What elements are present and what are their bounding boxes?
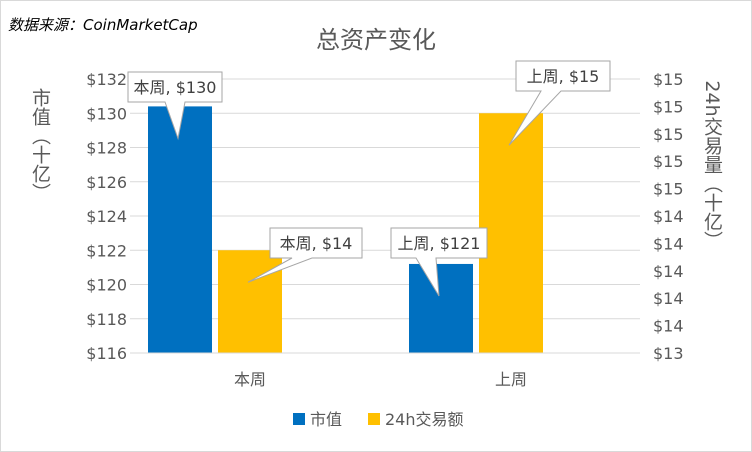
bar-volume	[218, 250, 282, 353]
left-tick-label: $126	[86, 173, 127, 192]
right-tick-label: $14	[653, 234, 684, 253]
left-tick-label: $132	[86, 70, 127, 89]
left-tick-label: $120	[86, 276, 127, 295]
source-note: 数据来源：CoinMarketCap	[8, 16, 198, 34]
right-tick-label: $13	[653, 344, 684, 363]
left-tick-label: $118	[86, 310, 127, 329]
data-callout	[127, 71, 223, 141]
left-tick-label: $124	[86, 207, 127, 226]
bar-volume	[479, 113, 543, 353]
right-tick-label: $15	[653, 125, 684, 144]
legend-swatch	[293, 413, 305, 425]
data-callout	[390, 227, 488, 297]
left-tick-label: $130	[86, 104, 127, 123]
category-label: 本周	[234, 370, 266, 389]
bar-market-cap	[409, 263, 473, 353]
data-callout	[508, 60, 611, 146]
data-label: 本周, $14	[280, 234, 353, 253]
right-tick-label: $15	[653, 180, 684, 199]
left-tick-label: $128	[86, 139, 127, 158]
legend-swatch	[368, 413, 380, 425]
data-callout	[247, 227, 363, 283]
bar-market-cap	[148, 106, 212, 354]
right-axis-title: 24h交易量（十亿）	[701, 80, 723, 249]
left-axis-title: 市值（十亿）	[29, 88, 51, 202]
chart-title: 总资产变化	[316, 26, 436, 54]
right-tick-label: $15	[653, 97, 684, 116]
legend-label: 24h交易额	[385, 410, 464, 429]
right-tick-label: $14	[653, 289, 684, 308]
category-label: 上周	[495, 370, 527, 389]
right-tick-label: $15	[653, 70, 684, 89]
right-tick-label: $14	[653, 317, 684, 336]
right-tick-label: $14	[653, 262, 684, 281]
data-label: 上周, $15	[527, 67, 600, 86]
legend-label: 市值	[310, 410, 342, 429]
right-tick-label: $14	[653, 207, 684, 226]
data-label: 上周, $121	[398, 234, 481, 253]
data-label: 本周, $130	[134, 78, 217, 97]
left-tick-label: $122	[86, 241, 127, 260]
left-tick-label: $116	[86, 344, 127, 363]
right-tick-label: $15	[653, 152, 684, 171]
